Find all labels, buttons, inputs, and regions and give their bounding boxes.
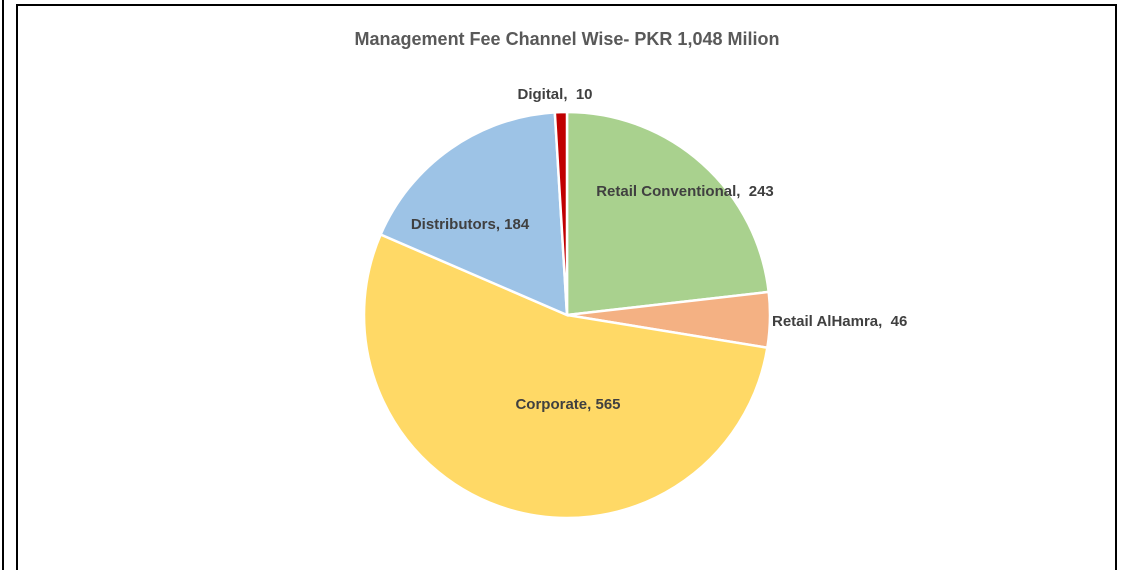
pie-slice	[553, 110, 569, 316]
data-label: Retail Conventional, 243	[596, 183, 774, 200]
chart-frame	[16, 4, 1117, 570]
data-label: Distributors, 184	[411, 216, 530, 233]
pie-slice	[362, 232, 769, 520]
pie-slice	[565, 110, 771, 317]
data-label: Digital, 10	[517, 86, 592, 103]
data-label: Retail AlHamra, 46	[772, 313, 907, 330]
chart-title: Management Fee Channel Wise- PKR 1,048 M…	[355, 29, 780, 49]
data-label: Corporate, 565	[515, 396, 620, 413]
pie-slice	[378, 111, 569, 317]
